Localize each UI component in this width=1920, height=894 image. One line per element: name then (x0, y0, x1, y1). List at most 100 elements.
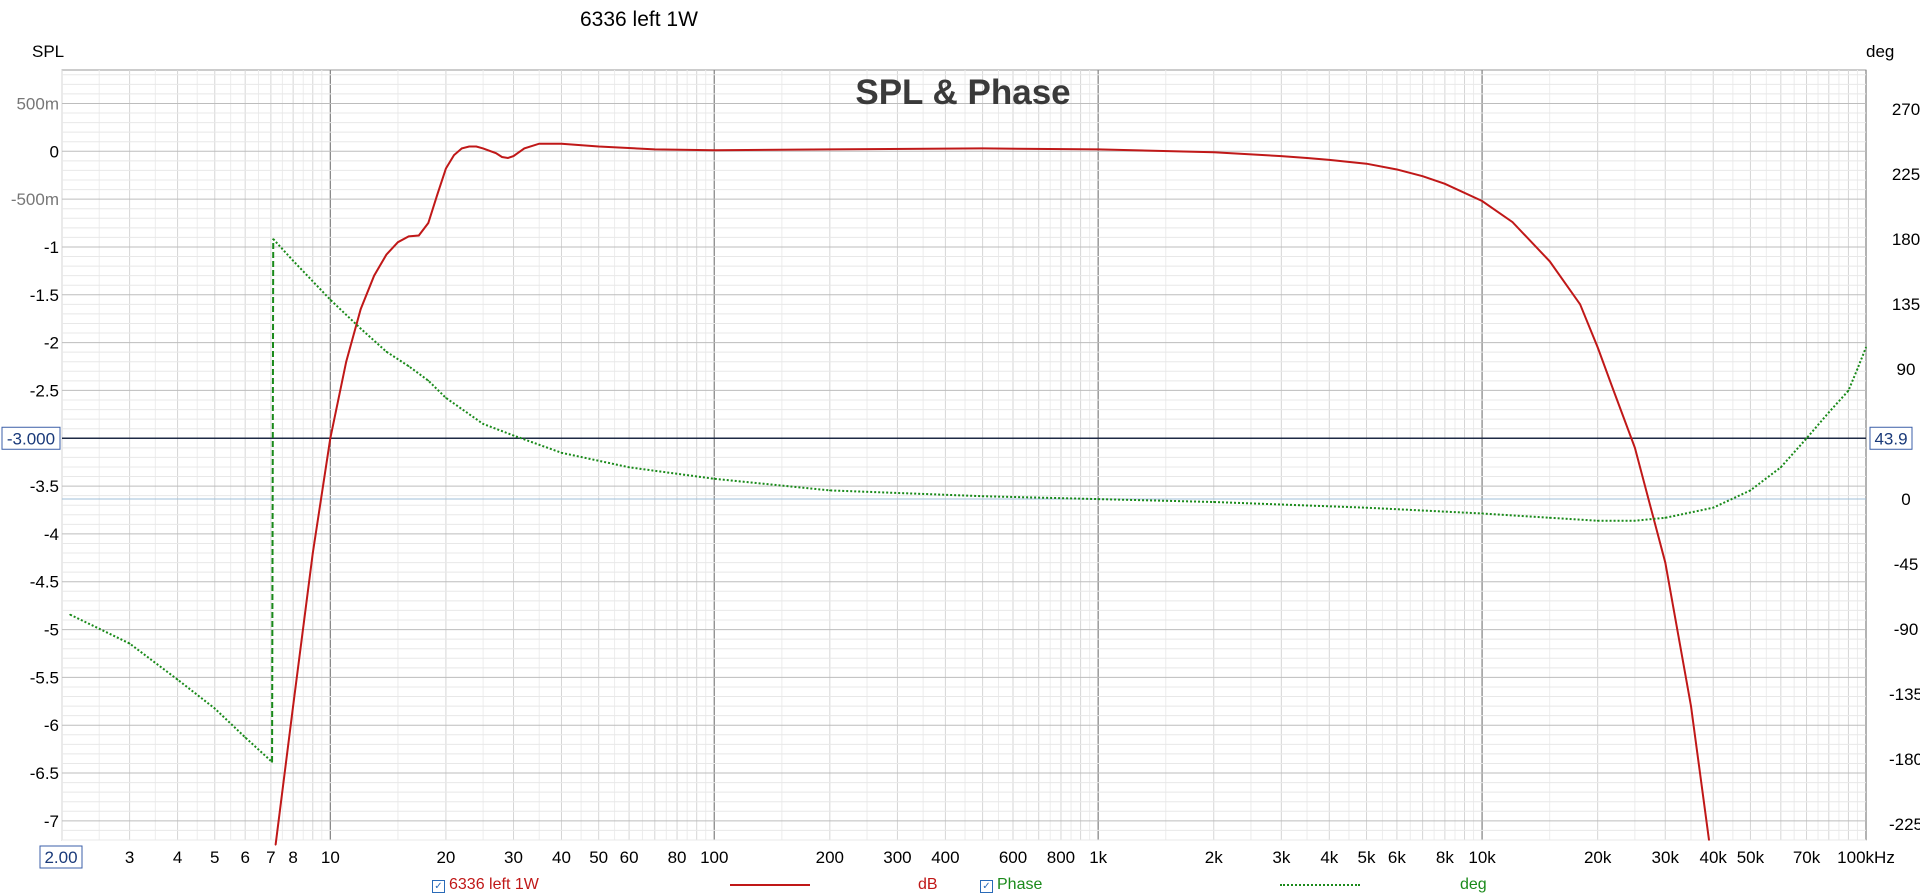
x-tick-label: 70k (1793, 848, 1821, 867)
x-tick-label: 6 (240, 848, 249, 867)
x-tick-label: 5 (210, 848, 219, 867)
window-title: 6336 left 1W (580, 8, 698, 31)
y-left-tick-label: -2 (44, 334, 59, 353)
data-point-spl (329, 437, 332, 440)
data-point-spl (1579, 303, 1581, 306)
y-left-tick-label: -1.5 (30, 286, 59, 305)
data-point-spl (829, 148, 831, 151)
data-point-phase (1805, 437, 1808, 440)
legend-swatch-phase (1280, 884, 1360, 886)
data-point-phase (329, 298, 332, 301)
x-tick-label: 8 (288, 848, 297, 867)
y-right-tick-label: -45 (1894, 555, 1919, 574)
x-tick-label: 300 (883, 848, 911, 867)
data-point-phase (1856, 368, 1859, 370)
data-point-phase (1847, 389, 1850, 392)
y-right-tick-label: 0 (1901, 490, 1910, 509)
data-point-spl (373, 274, 375, 277)
data-point-phase (1548, 517, 1551, 519)
series-layer (69, 142, 1867, 846)
y-right-tick-label: 135 (1892, 295, 1920, 314)
data-point-spl (538, 142, 541, 145)
data-point-phase (1749, 489, 1752, 492)
data-point-spl (1690, 705, 1692, 707)
data-point-spl (1634, 447, 1636, 449)
data-point-spl (1097, 148, 1099, 151)
data-point-phase (128, 642, 131, 645)
data-point-phase (1634, 519, 1636, 522)
grid-layer (61, 69, 1867, 841)
data-point-phase (213, 707, 216, 710)
data-point-phase (981, 495, 984, 497)
data-point-phase (482, 423, 484, 425)
legend-item-phase[interactable]: ✓ Phase (980, 876, 1042, 894)
plot-frame (61, 69, 1867, 841)
x-tick-label: 400 (931, 848, 959, 867)
x-tick-label: 20 (436, 848, 455, 867)
data-point-phase (271, 761, 273, 763)
legend-label-spl: 6336 left 1W (449, 876, 539, 893)
y-left-tick-label: -4.5 (30, 573, 59, 592)
x-tick-label: 40k (1700, 848, 1728, 867)
y-left-tick-label: -6.5 (30, 764, 59, 783)
y-left-tick-label: -7 (44, 812, 59, 831)
x-tick-label: 7 (266, 848, 275, 867)
data-point-spl (1612, 389, 1615, 392)
data-point-phase (292, 259, 294, 262)
legend-checkbox-spl[interactable]: ✓ (432, 880, 445, 893)
y-left-tick-label: -1 (44, 238, 59, 257)
data-point-phase (385, 350, 388, 353)
legend-label-phase: Phase (997, 876, 1043, 893)
y-right-tick-label: 180 (1892, 230, 1920, 249)
data-point-spl (397, 241, 399, 243)
data-point-spl (445, 167, 447, 170)
data-point-spl (1421, 175, 1424, 177)
labels-layer: 3 4 5 6 7 8 10 20 30 40 50 60 80 100 200 300 400 600 800 1k… (1, 94, 1920, 869)
data-point-spl (653, 148, 656, 151)
data-point-phase (176, 678, 179, 681)
y-right-tick-label: -225 (1889, 815, 1920, 834)
data-point-spl (359, 308, 362, 310)
data-point-phase (1596, 519, 1599, 522)
x-tick-label: 4k (1320, 848, 1338, 867)
x-tick-label: 200 (816, 848, 844, 867)
x-tick-label: 600 (999, 848, 1027, 867)
data-point-phase (713, 478, 716, 480)
series-line-phase (69, 613, 273, 763)
x-tick-label: 100kHz (1837, 848, 1895, 867)
data-point-phase (1365, 506, 1368, 509)
data-point-phase (512, 434, 515, 437)
legend-item-spl[interactable]: ✓ 6336 left 1W (432, 876, 539, 894)
x-tick-label: 50 (589, 848, 608, 867)
data-point-spl (1306, 157, 1308, 159)
phase-wrap-segment (271, 239, 275, 762)
data-point-spl (1708, 839, 1710, 841)
x-tick-label: 10 (321, 848, 340, 867)
data-point-spl (1548, 260, 1551, 263)
x-tick-label: 5k (1358, 848, 1376, 867)
data-point-spl (475, 145, 478, 148)
y-left-tick-label: -6 (44, 716, 59, 735)
data-point-phase (407, 365, 410, 367)
data-point-spl (597, 145, 600, 148)
x-tick-label: 3 (125, 848, 134, 867)
data-point-phase (1097, 498, 1099, 500)
data-point-phase (272, 238, 275, 240)
y-left-tick-label: -2.5 (30, 381, 59, 400)
data-point-phase (1865, 346, 1867, 349)
data-point-spl (461, 147, 463, 150)
data-point-spl (1280, 155, 1283, 157)
x-tick-label: 30k (1652, 848, 1680, 867)
y-left-tick-label: -5 (44, 621, 59, 640)
y-left-tick-label: -5.5 (30, 668, 59, 687)
legend-checkbox-phase[interactable]: ✓ (980, 880, 993, 893)
data-point-spl (1664, 561, 1667, 564)
data-point-phase (1780, 466, 1782, 469)
x-tick-label: 20k (1584, 848, 1612, 867)
data-point-spl (311, 552, 314, 554)
data-point-spl (1212, 151, 1215, 154)
y-left-tick-label: -3.5 (30, 477, 59, 496)
x-tick-label: 1k (1089, 848, 1107, 867)
data-point-spl (495, 152, 497, 155)
